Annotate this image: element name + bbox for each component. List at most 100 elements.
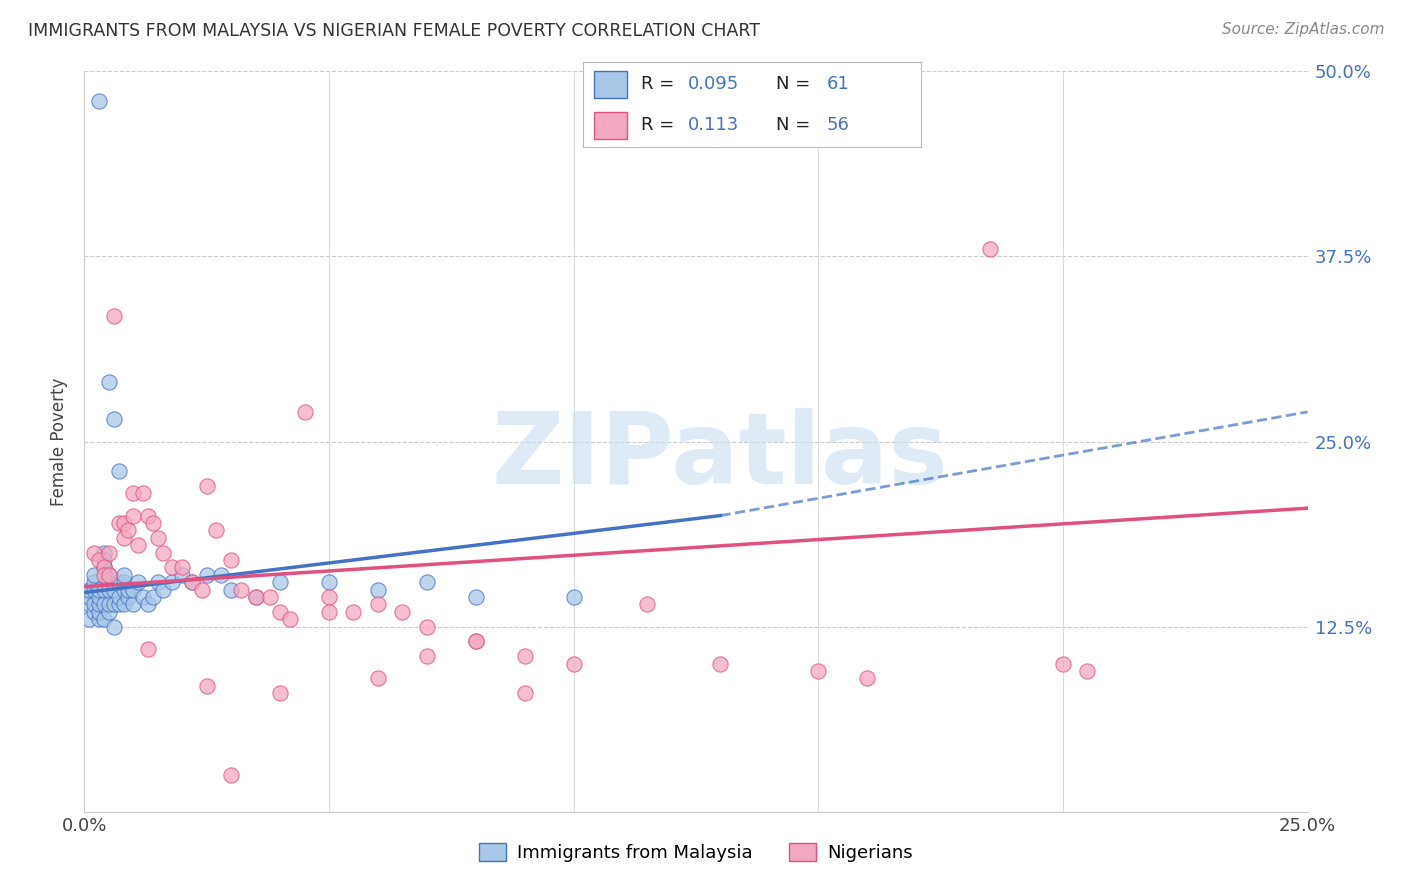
Point [172,560,194,574]
Point [1052,657,1074,671]
Point [191,582,214,597]
Point [97,546,120,560]
Point [83,546,105,560]
Point [83,575,105,590]
Point [117,590,139,604]
Point [93,560,115,574]
Point [513,686,536,700]
Point [93,598,115,612]
Point [103,412,125,426]
Point [416,619,439,633]
Point [162,560,184,574]
Y-axis label: Female Poverty: Female Poverty [51,377,69,506]
Point [122,486,145,500]
Point [162,575,184,590]
Text: N =: N = [776,76,815,94]
Point [979,242,1001,256]
Point [132,590,155,604]
Point [77,598,100,612]
Point [367,582,389,597]
Point [146,575,169,590]
Point [136,641,159,656]
Point [103,619,125,633]
Point [97,582,120,597]
Point [464,590,486,604]
Point [245,590,267,604]
Point [112,567,135,582]
Point [278,612,301,626]
Point [367,672,389,686]
Point [122,582,145,597]
Point [117,582,139,597]
Point [87,582,110,597]
Point [107,464,129,478]
Point [416,649,439,664]
Point [103,582,125,597]
Point [83,582,105,597]
Point [107,598,129,612]
Text: R =: R = [641,116,681,134]
Point [83,598,105,612]
Text: Source: ZipAtlas.com: Source: ZipAtlas.com [1222,22,1385,37]
Point [97,605,120,619]
Point [269,575,291,590]
Point [107,590,129,604]
Point [112,582,135,597]
Point [107,516,129,530]
Point [122,598,145,612]
Point [367,598,389,612]
Point [136,598,159,612]
Point [93,546,115,560]
Point [195,567,218,582]
Point [259,590,281,604]
Point [93,553,115,567]
Point [103,309,125,323]
Point [87,605,110,619]
Point [146,531,169,545]
Point [229,582,252,597]
Point [87,598,110,612]
Point [181,575,204,590]
Point [97,567,120,582]
Point [807,664,830,678]
Legend: Immigrants from Malaysia, Nigerians: Immigrants from Malaysia, Nigerians [472,836,920,870]
Point [142,590,165,604]
Point [195,679,218,693]
Point [142,516,165,530]
Point [87,94,110,108]
Point [562,657,585,671]
Point [195,479,218,493]
Point [112,531,135,545]
Point [152,582,174,597]
Point [391,605,413,619]
Text: 0.113: 0.113 [688,116,740,134]
Point [294,405,316,419]
Text: 61: 61 [827,76,849,94]
Point [112,575,135,590]
Point [318,590,340,604]
Point [219,553,242,567]
Point [77,582,100,597]
Point [181,575,204,590]
Point [636,598,658,612]
Point [87,553,110,567]
Point [122,508,145,523]
Point [205,524,228,538]
Bar [593,112,627,139]
Point [87,590,110,604]
Point [416,575,439,590]
Point [709,657,731,671]
Point [269,605,291,619]
Point [1076,664,1098,678]
Text: R =: R = [641,76,681,94]
Point [513,649,536,664]
Text: IMMIGRANTS FROM MALAYSIA VS NIGERIAN FEMALE POVERTY CORRELATION CHART: IMMIGRANTS FROM MALAYSIA VS NIGERIAN FEM… [28,22,761,40]
Text: ZIPatlas: ZIPatlas [492,408,949,505]
Point [136,508,159,523]
Point [172,567,194,582]
Point [112,598,135,612]
Point [93,612,115,626]
Point [93,582,115,597]
Text: 56: 56 [827,116,849,134]
Point [219,767,242,781]
